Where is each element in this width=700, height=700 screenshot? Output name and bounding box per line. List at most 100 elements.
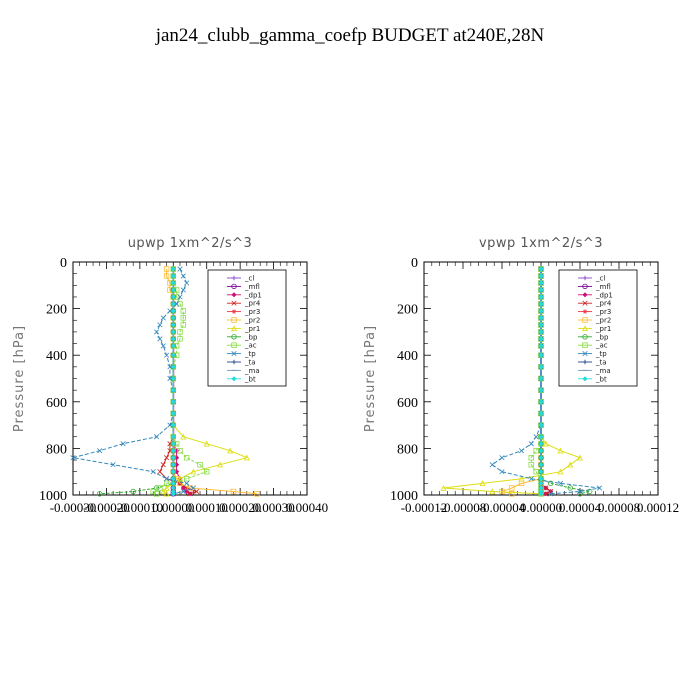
x-tick-label: 0.00010 bbox=[186, 500, 228, 515]
legend-entry: _pr3 bbox=[244, 308, 260, 316]
legend-swatch-marker bbox=[582, 351, 588, 357]
data-point bbox=[538, 448, 544, 454]
data-point bbox=[528, 455, 534, 461]
data-point bbox=[204, 468, 210, 475]
data-point bbox=[187, 491, 193, 497]
data-point bbox=[170, 266, 176, 272]
data-point bbox=[170, 491, 176, 497]
data-point bbox=[174, 301, 180, 307]
legend-entry: _pr2 bbox=[244, 317, 260, 325]
series-pr2 bbox=[499, 266, 544, 497]
data-point bbox=[177, 294, 183, 300]
series-line bbox=[72, 268, 195, 495]
data-point bbox=[528, 462, 534, 468]
data-point bbox=[160, 343, 166, 349]
y-tick-label: 800 bbox=[397, 442, 418, 457]
data-point bbox=[110, 462, 116, 468]
legend-entry: _ta bbox=[595, 359, 607, 367]
legend-entry: _ac bbox=[595, 342, 608, 350]
legend-entry: _mfl bbox=[244, 283, 260, 291]
data-point bbox=[180, 287, 186, 293]
data-point bbox=[183, 475, 190, 482]
x-tick-label: 0.00030 bbox=[252, 500, 294, 515]
data-point bbox=[97, 448, 103, 454]
data-point bbox=[538, 322, 544, 328]
data-point bbox=[163, 490, 170, 497]
legend-entry: _pr1 bbox=[244, 325, 260, 333]
data-point bbox=[577, 454, 583, 461]
y-tick-label: 800 bbox=[46, 442, 67, 457]
legend-swatch-marker bbox=[582, 275, 588, 281]
data-point bbox=[538, 422, 544, 428]
legend-swatch-marker bbox=[231, 309, 237, 314]
data-point bbox=[538, 287, 544, 293]
data-point bbox=[509, 491, 515, 497]
y-tick-label: 0 bbox=[411, 256, 418, 271]
x-tick-label: -0.00010 bbox=[117, 500, 164, 515]
data-point bbox=[538, 273, 544, 279]
data-point bbox=[177, 475, 183, 482]
panel-vpwp: vpwp 1xm^2/s^3 Pressure [hPa] 0 200 400 600 80… bbox=[363, 236, 679, 515]
legend-swatch-marker bbox=[231, 283, 237, 290]
data-point bbox=[170, 410, 176, 417]
x-tick-label: -0.00020 bbox=[83, 500, 130, 515]
data-point bbox=[538, 455, 544, 461]
y-tick-label: 0 bbox=[60, 256, 67, 271]
legend-swatch-marker bbox=[231, 317, 237, 323]
data-point bbox=[538, 336, 544, 342]
data-point bbox=[163, 266, 170, 272]
data-point bbox=[164, 476, 170, 482]
legend-swatch-marker bbox=[582, 342, 588, 348]
legend-entry: _cl bbox=[244, 275, 254, 283]
data-point bbox=[177, 329, 183, 335]
legend-entry: _cl bbox=[595, 275, 605, 283]
x-tick-label: 0.00004 bbox=[559, 500, 602, 515]
legend-swatch-marker bbox=[582, 317, 588, 323]
data-point bbox=[499, 469, 505, 475]
data-point bbox=[120, 441, 126, 447]
legend-swatch-marker bbox=[231, 359, 237, 365]
data-point bbox=[157, 485, 163, 491]
data-point bbox=[164, 455, 170, 461]
data-point bbox=[190, 468, 197, 475]
series-line bbox=[500, 269, 542, 495]
data-point bbox=[180, 433, 187, 440]
data-point bbox=[230, 488, 237, 495]
x-tick-label: -0.00012 bbox=[401, 500, 448, 515]
data-point bbox=[187, 485, 193, 491]
data-point bbox=[180, 315, 187, 321]
legend-entry: _ac bbox=[244, 342, 257, 350]
data-point bbox=[499, 455, 505, 461]
data-point bbox=[533, 434, 539, 440]
data-point bbox=[538, 301, 544, 307]
data-point bbox=[538, 399, 544, 405]
legend-entry: _bp bbox=[595, 333, 609, 341]
legend-entry: _pr1 bbox=[595, 325, 611, 333]
data-point bbox=[548, 488, 554, 495]
y-tick-label: 1000 bbox=[39, 489, 67, 504]
data-point bbox=[489, 462, 495, 468]
series-bt bbox=[170, 266, 176, 497]
data-point bbox=[567, 461, 574, 468]
data-point bbox=[538, 387, 544, 393]
data-point bbox=[227, 447, 234, 454]
data-point bbox=[163, 480, 170, 487]
data-point bbox=[170, 364, 176, 370]
data-point bbox=[157, 322, 163, 328]
y-tick-label: 600 bbox=[397, 396, 418, 411]
data-point bbox=[130, 488, 136, 495]
data-point bbox=[157, 469, 163, 475]
legend: _cl_mfl_dp1_pr4_pr3_pr2_pr1_bp_ac_tp_ta_… bbox=[207, 269, 287, 387]
data-point bbox=[170, 308, 176, 314]
data-point bbox=[548, 491, 554, 497]
data-point bbox=[518, 475, 525, 482]
data-point bbox=[160, 488, 167, 495]
legend-swatch-marker bbox=[582, 376, 588, 382]
y-tick-label: 400 bbox=[46, 349, 67, 364]
legend-swatch-marker bbox=[582, 359, 588, 365]
data-point bbox=[180, 488, 186, 495]
y-tick-label: 400 bbox=[397, 349, 418, 364]
legend-swatch-marker bbox=[582, 292, 588, 298]
data-point bbox=[177, 266, 183, 272]
data-point bbox=[567, 485, 573, 491]
